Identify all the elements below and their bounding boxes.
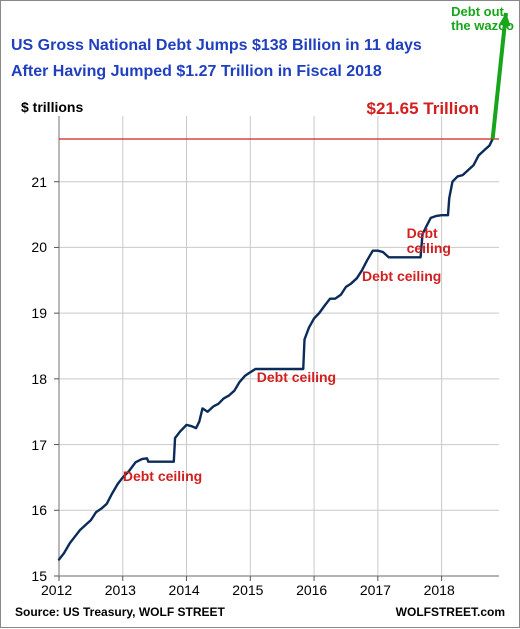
y-tick: 20 [31, 239, 47, 255]
debt-ceiling-label: Debt ceiling [362, 269, 441, 284]
y-tick: 21 [31, 174, 47, 190]
y-tick: 18 [31, 371, 47, 387]
y-tick: 17 [31, 437, 47, 453]
chart-svg [1, 1, 520, 629]
x-tick: 2017 [360, 582, 391, 598]
x-tick: 2014 [169, 582, 200, 598]
y-tick: 16 [31, 502, 47, 518]
debt-ceiling-label: Debt ceiling [123, 469, 202, 484]
y-tick: 19 [31, 305, 47, 321]
source-right: WOLFSTREET.com [396, 605, 505, 619]
y-tick: 15 [31, 568, 47, 584]
chart-container: US Gross National Debt Jumps $138 Billio… [0, 0, 520, 628]
x-tick: 2012 [41, 582, 72, 598]
x-tick: 2015 [232, 582, 263, 598]
debt-ceiling-label: Debt ceiling [257, 370, 336, 385]
debt-ceiling-label: Debt ceiling [407, 226, 451, 255]
x-tick: 2013 [105, 582, 136, 598]
x-tick: 2018 [424, 582, 455, 598]
source-left: Source: US Treasury, WOLF STREET [15, 605, 225, 619]
x-tick: 2016 [296, 582, 327, 598]
